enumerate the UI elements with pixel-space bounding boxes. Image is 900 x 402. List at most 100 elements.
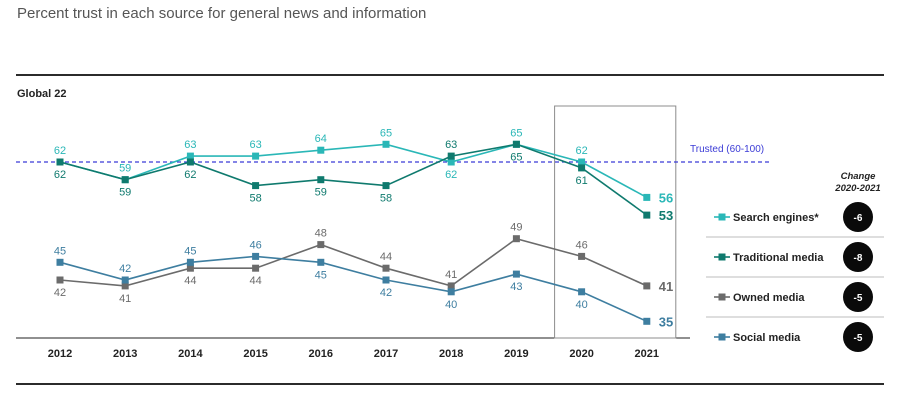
data-label-search-engines-2020: 62 <box>575 145 587 157</box>
point-social-media-2021 <box>643 317 651 325</box>
point-search-engines-2018 <box>447 158 455 166</box>
data-label-social-media-2019: 43 <box>510 281 522 293</box>
data-label-traditional-media-2012: 62 <box>54 169 66 181</box>
legend-item-owned-media: Owned media -5 <box>714 282 873 312</box>
series-line-social-media <box>59 255 648 323</box>
point-social-media-2017 <box>382 276 390 284</box>
data-label-social-media-2016: 45 <box>315 269 327 281</box>
series-line-traditional-media <box>59 143 648 216</box>
data-label-social-media-2018: 40 <box>445 299 457 311</box>
legend-swatch-marker-traditional-media <box>718 253 726 261</box>
data-label-social-media-2020: 40 <box>575 299 587 311</box>
point-social-media-2019 <box>512 270 520 278</box>
change-badge-search-engines <box>843 202 873 232</box>
point-owned-media-2014 <box>186 264 194 272</box>
point-traditional-media-2016 <box>317 176 325 184</box>
point-social-media-2020 <box>578 288 586 296</box>
point-traditional-media-2013 <box>121 176 129 184</box>
legend-swatch-marker-search-engines <box>718 213 726 221</box>
data-label-owned-media-2017: 44 <box>380 251 392 263</box>
legend-item-traditional-media: Traditional media -8 <box>714 242 873 272</box>
highlight-box <box>554 105 677 339</box>
point-owned-media-2021 <box>643 282 651 290</box>
point-social-media-2014 <box>186 258 194 266</box>
data-label-search-engines-2021: 56 <box>659 190 673 205</box>
data-label-search-engines-2013: 59 <box>119 163 131 175</box>
legend-item-search-engines: Search engines* -6 <box>714 202 873 232</box>
data-label-traditional-media-2021: 53 <box>659 208 673 223</box>
x-tick-2012: 2012 <box>48 348 72 360</box>
data-label-owned-media-2019: 49 <box>510 222 522 234</box>
point-search-engines-2015 <box>252 152 260 160</box>
point-search-engines-2014 <box>186 152 194 160</box>
point-owned-media-2020 <box>578 252 586 260</box>
data-label-search-engines-2012: 62 <box>54 145 66 157</box>
point-search-engines-2021 <box>643 193 651 201</box>
data-label-traditional-media-2014: 62 <box>184 169 196 181</box>
data-label-social-media-2014: 45 <box>184 245 196 257</box>
series-search-engines: 62 59 63 63 64 65 62 65 62 56 <box>54 127 673 205</box>
data-label-traditional-media-2020: 61 <box>575 175 587 187</box>
point-owned-media-2017 <box>382 264 390 272</box>
x-tick-2015: 2015 <box>243 348 267 360</box>
chart-subtitle: Global 22 <box>17 88 67 100</box>
data-label-social-media-2017: 42 <box>380 287 392 299</box>
point-owned-media-2016 <box>317 241 325 249</box>
series-owned-media: 42 41 44 44 48 44 41 49 46 41 <box>54 222 673 305</box>
change-header: Change <box>841 171 877 182</box>
data-label-owned-media-2014: 44 <box>184 275 196 287</box>
change-value-social-media: -5 <box>854 333 863 344</box>
data-label-social-media-2012: 45 <box>54 245 66 257</box>
data-label-owned-media-2021: 41 <box>659 279 673 294</box>
data-label-owned-media-2013: 41 <box>119 293 131 305</box>
x-tick-2018: 2018 <box>439 348 463 360</box>
point-traditional-media-2014 <box>186 158 194 166</box>
point-social-media-2012 <box>56 258 64 266</box>
data-label-owned-media-2018: 41 <box>445 269 457 281</box>
point-social-media-2018 <box>447 288 455 296</box>
change-badge-traditional-media <box>843 242 873 272</box>
change-badge-owned-media <box>843 282 873 312</box>
point-search-engines-2016 <box>317 146 325 154</box>
x-tick-2020: 2020 <box>569 348 593 360</box>
point-search-engines-2020 <box>578 158 586 166</box>
data-label-traditional-media-2018: 63 <box>445 139 457 151</box>
data-label-owned-media-2020: 46 <box>575 239 587 251</box>
series-line-owned-media <box>59 237 648 287</box>
data-label-social-media-2021: 35 <box>659 314 673 329</box>
legend-label-social-media: Social media <box>733 332 801 344</box>
series-traditional-media: 62 59 62 58 59 58 63 65 61 53 <box>54 139 673 223</box>
point-traditional-media-2020 <box>578 164 586 172</box>
point-owned-media-2018 <box>447 282 455 290</box>
legend-swatch-marker-owned-media <box>718 293 726 301</box>
point-social-media-2016 <box>317 258 325 266</box>
point-traditional-media-2015 <box>252 182 260 190</box>
change-badge-social-media <box>843 322 873 352</box>
point-traditional-media-2017 <box>382 182 390 190</box>
point-traditional-media-2019 <box>512 140 520 148</box>
legend-label-traditional-media: Traditional media <box>733 252 824 264</box>
data-label-traditional-media-2017: 58 <box>380 193 392 205</box>
data-label-social-media-2015: 46 <box>249 239 261 251</box>
point-owned-media-2015 <box>252 264 260 272</box>
x-tick-2021: 2021 <box>635 348 659 360</box>
legend-item-social-media: Social media -5 <box>714 322 873 352</box>
data-label-search-engines-2017: 65 <box>380 127 392 139</box>
point-owned-media-2013 <box>121 282 129 290</box>
data-label-social-media-2013: 42 <box>119 263 131 275</box>
change-header-years: 2020-2021 <box>834 183 880 194</box>
x-tick-2016: 2016 <box>309 348 333 360</box>
point-owned-media-2012 <box>56 276 64 284</box>
point-traditional-media-2012 <box>56 158 64 166</box>
x-tick-2014: 2014 <box>178 348 203 360</box>
legend-label-owned-media: Owned media <box>733 292 805 304</box>
series-line-search-engines <box>59 143 648 199</box>
data-label-owned-media-2012: 42 <box>54 287 66 299</box>
point-owned-media-2019 <box>512 235 520 243</box>
data-label-search-engines-2016: 64 <box>315 133 327 145</box>
data-label-search-engines-2014: 63 <box>184 139 196 151</box>
chart-title: Percent trust in each source for general… <box>17 5 426 22</box>
legend-label-search-engines: Search engines* <box>733 212 819 224</box>
point-social-media-2013 <box>121 276 129 284</box>
